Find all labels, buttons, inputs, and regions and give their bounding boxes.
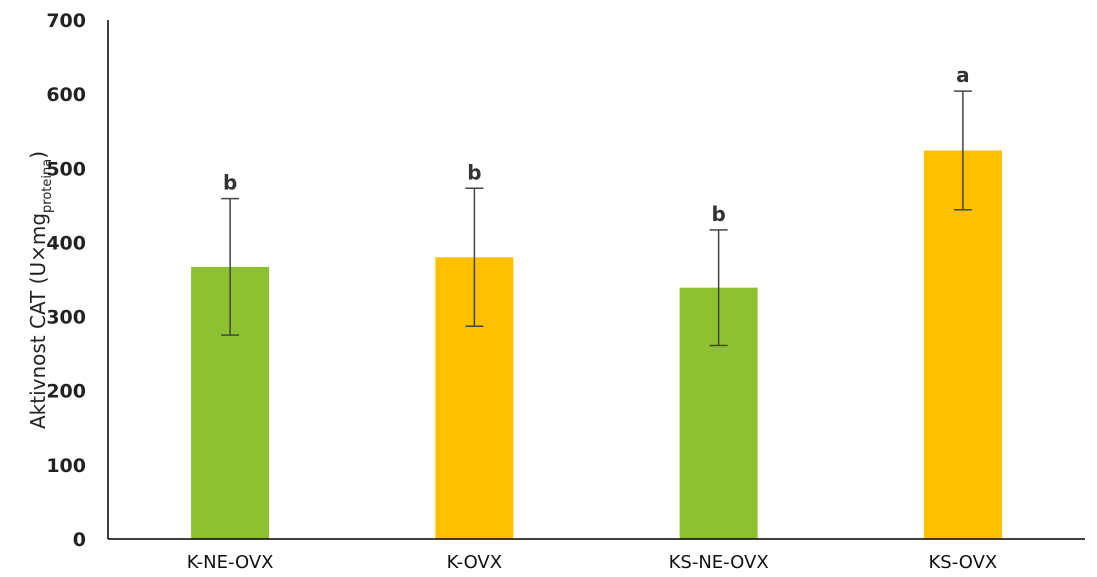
error-bar-1 (465, 187, 484, 327)
bars (191, 150, 1002, 539)
error-bar-3 (953, 90, 972, 211)
x-tick-label-1: K-OVX (447, 552, 502, 573)
y-axis-ticks: 0 100 200 300 400 500 600 700 (46, 10, 86, 551)
y-tick-label-7: 700 (46, 10, 86, 32)
bar-3 (923, 150, 1002, 539)
y-tick-label-0: 0 (73, 529, 86, 551)
y-tick-label-4: 400 (46, 232, 86, 254)
y-axis-label-subscript: proteina (40, 159, 55, 213)
y-tick-label-6: 600 (46, 84, 86, 106)
significance-label-3: a (956, 63, 970, 87)
significance-label-2: b (711, 202, 725, 226)
x-axis-categories: K-NE-OVX K-OVX KS-NE-OVX KS-OVX (187, 552, 997, 573)
error-bar-2 (709, 229, 728, 347)
y-tick-label-2: 200 (46, 381, 86, 403)
x-tick-label-3: KS-OVX (929, 552, 998, 573)
y-axis-label-main: Aktivnost CAT (U×mg (26, 213, 50, 429)
error-bars (221, 90, 972, 347)
significance-label-1: b (467, 160, 481, 184)
y-tick-label-5: 500 (46, 158, 86, 180)
y-axis-label-close: ) (26, 151, 50, 159)
error-bar-0 (221, 197, 240, 336)
x-tick-label-0: K-NE-OVX (187, 552, 274, 573)
y-axis-label: Aktivnost CAT (U×mgproteina) (26, 151, 55, 429)
y-tick-label-1: 100 (46, 455, 86, 477)
axes (107, 20, 1085, 540)
y-tick-label-3: 300 (46, 307, 86, 329)
significance-labels: b b b a (223, 63, 970, 226)
x-tick-label-2: KS-NE-OVX (669, 552, 769, 573)
significance-label-0: b (223, 171, 237, 195)
